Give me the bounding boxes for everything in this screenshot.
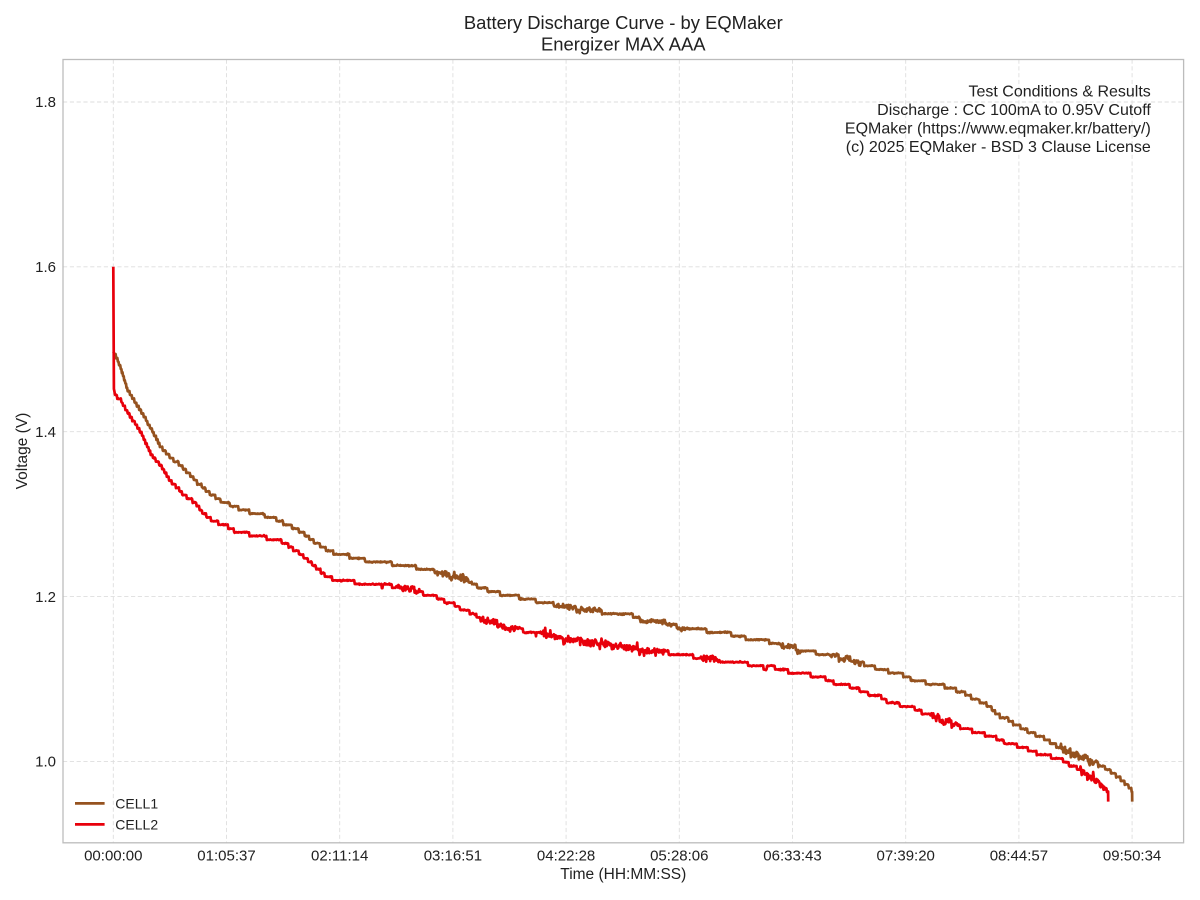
svg-text:03:16:51: 03:16:51 [424,847,482,864]
svg-text:1.2: 1.2 [35,589,56,606]
svg-text:1.0: 1.0 [35,754,56,771]
svg-text:Energizer MAX AAA: Energizer MAX AAA [541,33,706,54]
svg-text:(c) 2025 EQMaker - BSD 3 Claus: (c) 2025 EQMaker - BSD 3 Clause License [846,139,1151,156]
svg-text:05:28:06: 05:28:06 [650,847,708,864]
svg-text:1.4: 1.4 [35,424,56,441]
svg-text:CELL2: CELL2 [115,817,158,833]
svg-text:00:00:00: 00:00:00 [84,847,142,864]
svg-text:CELL1: CELL1 [115,796,158,812]
svg-text:Time (HH:MM:SS): Time (HH:MM:SS) [560,866,686,883]
svg-text:Test Conditions & Results: Test Conditions & Results [968,83,1150,100]
svg-text:Voltage (V): Voltage (V) [14,413,31,490]
svg-text:08:44:57: 08:44:57 [990,847,1048,864]
svg-text:Battery Discharge Curve - by E: Battery Discharge Curve - by EQMaker [464,12,783,33]
svg-text:06:33:43: 06:33:43 [763,847,821,864]
svg-text:01:05:37: 01:05:37 [197,847,255,864]
svg-text:1.8: 1.8 [35,94,56,111]
svg-text:09:50:34: 09:50:34 [1103,847,1161,864]
svg-text:04:22:28: 04:22:28 [537,847,595,864]
svg-text:07:39:20: 07:39:20 [877,847,935,864]
svg-text:Discharge : CC 100mA to 0.95V: Discharge : CC 100mA to 0.95V Cutoff [877,102,1151,119]
svg-text:EQMaker (https://www.eqmaker.k: EQMaker (https://www.eqmaker.kr/battery/… [845,121,1151,138]
svg-text:02:11:14: 02:11:14 [311,847,368,864]
svg-text:1.6: 1.6 [35,259,56,276]
